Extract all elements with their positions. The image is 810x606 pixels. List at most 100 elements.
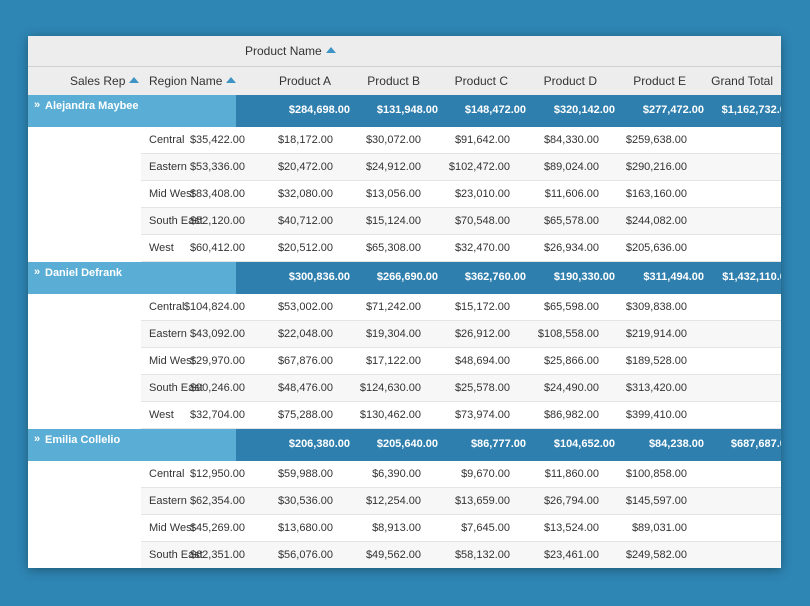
value-cell: $60,412.00 xyxy=(189,242,245,254)
region-name-cell: South East xyxy=(149,549,203,561)
pivot-grid: Product Name Sales Rep Region Name Produ… xyxy=(28,36,781,568)
region-name-cell: Eastern xyxy=(149,328,187,340)
value-cell: $19,304.00 xyxy=(365,328,421,340)
value-cell: $17,122.00 xyxy=(365,355,421,367)
region-row: Eastern $43,092.00 $22,048.00 $19,304.00 $26… xyxy=(141,321,781,348)
group-total-cell: $362,760.00 xyxy=(464,271,526,283)
region-name-field-label: Region Name xyxy=(149,74,223,88)
value-cell: $56,076.00 xyxy=(277,549,333,561)
value-cell: $22,048.00 xyxy=(277,328,333,340)
sales-rep-group-row[interactable]: » Daniel Defrank $300,836.00 $266,690.00 $36… xyxy=(28,262,781,294)
value-cell: $24,912.00 xyxy=(365,161,421,173)
region-name-cell: West xyxy=(149,242,174,254)
region-row: West $60,412.00 $20,512.00 $65,308.00 $32,47… xyxy=(141,235,781,262)
sales-rep-cell[interactable]: » Alejandra Maybee xyxy=(28,95,236,127)
value-cell: $205,636.00 xyxy=(625,242,687,254)
value-cell: $90,246.00 xyxy=(189,382,245,394)
region-name-cell: South East xyxy=(149,382,203,394)
group-total-cell: $284,698.00 xyxy=(288,104,350,116)
column-header-product-b[interactable]: Product B xyxy=(367,74,420,88)
region-name-cell: Mid West xyxy=(149,522,195,534)
region-name-cell: Central xyxy=(149,468,185,480)
value-cell: $13,056.00 xyxy=(365,188,421,200)
column-header-product-e[interactable]: Product E xyxy=(633,74,686,88)
group-totals: $206,380.00 $205,640.00 $86,777.00 $104,652… xyxy=(236,429,781,461)
column-header-grand-total[interactable]: Grand Total xyxy=(711,74,773,88)
sales-rep-cell[interactable]: » Emilia Collelio xyxy=(28,429,236,461)
column-header-row: Sales Rep Region Name Product A Product … xyxy=(28,67,781,96)
value-cell: $84,330.00 xyxy=(543,134,599,146)
value-cell: $71,242.00 xyxy=(365,301,421,313)
value-cell: $58,132.00 xyxy=(454,549,510,561)
region-row: Eastern $62,354.00 $30,536.00 $12,254.00 $13… xyxy=(141,488,781,515)
group-total-cell: $84,238.00 xyxy=(648,438,704,450)
value-cell: $45,269.00 xyxy=(189,522,245,534)
value-cell: $62,351.00 xyxy=(189,549,245,561)
value-cell: $20,472.00 xyxy=(277,161,333,173)
region-row: Eastern $53,336.00 $20,472.00 $24,912.00 $10… xyxy=(141,154,781,181)
sort-asc-icon[interactable] xyxy=(129,77,140,83)
sales-rep-group-row[interactable]: » Emilia Collelio $206,380.00 $205,640.00 $8… xyxy=(28,429,781,461)
value-cell: $53,336.00 xyxy=(189,161,245,173)
column-header-product-a[interactable]: Product A xyxy=(278,74,331,88)
region-row: Mid West $83,408.00 $32,080.00 $13,056.00 $2… xyxy=(141,181,781,208)
column-field-header: Product Name xyxy=(28,36,781,67)
value-cell: $108,558.00 xyxy=(537,328,599,340)
sales-rep-name: Emilia Collelio xyxy=(45,434,121,446)
value-cell: $70,548.00 xyxy=(454,215,510,227)
sales-rep-group-row[interactable]: » Alejandra Maybee $284,698.00 $131,948.00 $… xyxy=(28,95,781,127)
group-total-cell: $300,836.00 xyxy=(288,271,350,283)
group-total-cell: $104,652.00 xyxy=(553,438,615,450)
value-cell: $35,422.00 xyxy=(189,134,245,146)
value-cell: $124,630.00 xyxy=(359,382,421,394)
value-cell: $244,082.00 xyxy=(625,215,687,227)
expand-collapse-icon[interactable]: » xyxy=(34,99,41,111)
sort-asc-icon[interactable] xyxy=(325,47,336,53)
region-name-cell: West xyxy=(149,409,174,421)
region-name-field[interactable]: Region Name xyxy=(149,74,237,88)
sales-rep-field[interactable]: Sales Rep xyxy=(70,74,140,88)
value-cell: $67,876.00 xyxy=(277,355,333,367)
value-cell: $25,866.00 xyxy=(543,355,599,367)
value-cell: $11,860.00 xyxy=(544,468,599,480)
value-cell: $48,694.00 xyxy=(454,355,510,367)
region-row: South East $62,351.00 $56,076.00 $49,562.00… xyxy=(141,542,781,568)
value-cell: $163,160.00 xyxy=(625,188,687,200)
region-row: Central $104,824.00 $53,002.00 $71,242.00 $1… xyxy=(141,294,781,321)
sales-rep-cell[interactable]: » Daniel Defrank xyxy=(28,262,236,294)
value-cell: $9,670.00 xyxy=(461,468,510,480)
value-cell: $23,461.00 xyxy=(543,549,599,561)
value-cell: $15,124.00 xyxy=(365,215,421,227)
region-name-cell: South East xyxy=(149,215,203,227)
region-name-cell: Mid West xyxy=(149,188,195,200)
group-total-cell: $131,948.00 xyxy=(376,104,438,116)
value-cell: $145,597.00 xyxy=(625,495,687,507)
group-total-cell: $1,162,732.00 xyxy=(721,104,781,116)
value-cell: $313,420.00 xyxy=(625,382,687,394)
region-row: South East $90,246.00 $48,476.00 $124,630.0… xyxy=(141,375,781,402)
value-cell: $62,354.00 xyxy=(189,495,245,507)
value-cell: $89,024.00 xyxy=(543,161,599,173)
column-header-product-d[interactable]: Product D xyxy=(543,74,597,88)
region-row: South East $52,120.00 $40,712.00 $15,124.00… xyxy=(141,208,781,235)
value-cell: $26,912.00 xyxy=(454,328,510,340)
value-cell: $309,838.00 xyxy=(625,301,687,313)
value-cell: $8,913.00 xyxy=(372,522,421,534)
sort-asc-icon[interactable] xyxy=(226,77,237,83)
group-total-cell: $205,640.00 xyxy=(376,438,438,450)
value-cell: $86,982.00 xyxy=(543,409,599,421)
product-name-field[interactable]: Product Name xyxy=(245,44,336,58)
expand-collapse-icon[interactable]: » xyxy=(34,266,41,278)
expand-collapse-icon[interactable]: » xyxy=(34,433,41,445)
value-cell: $73,974.00 xyxy=(454,409,510,421)
value-cell: $30,536.00 xyxy=(277,495,333,507)
value-cell: $290,216.00 xyxy=(625,161,687,173)
value-cell: $18,172.00 xyxy=(277,134,333,146)
column-header-product-c[interactable]: Product C xyxy=(454,74,508,88)
value-cell: $49,562.00 xyxy=(365,549,421,561)
group-total-cell: $311,494.00 xyxy=(643,271,704,283)
value-cell: $219,914.00 xyxy=(625,328,687,340)
value-cell: $15,172.00 xyxy=(454,301,510,313)
value-cell: $130,462.00 xyxy=(359,409,421,421)
value-cell: $104,824.00 xyxy=(183,301,245,313)
